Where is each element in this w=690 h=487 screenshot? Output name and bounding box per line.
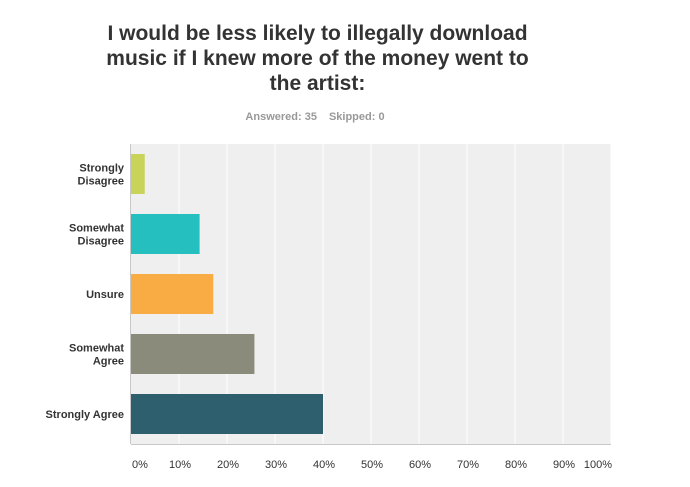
chart-title: I would be less likely to illegally down… — [106, 22, 529, 95]
category-label: Somewhat — [69, 223, 124, 235]
x-tick-label: 30% — [265, 459, 287, 471]
x-tick-label: 60% — [409, 459, 431, 471]
answered-count: Answered: 35 — [245, 111, 317, 123]
category-label: Strongly — [79, 163, 124, 175]
category-label: Disagree — [78, 236, 124, 248]
x-tick-label: 100% — [584, 459, 612, 471]
bar — [131, 274, 214, 314]
category-label: Strongly Agree — [46, 409, 124, 421]
x-tick-label: 70% — [457, 459, 479, 471]
category-label: Somewhat — [69, 343, 124, 355]
x-tick-label: 90% — [553, 459, 575, 471]
bar — [131, 214, 200, 254]
category-label: Unsure — [86, 289, 124, 301]
x-tick-label: 0% — [132, 459, 148, 471]
x-tick-label: 10% — [169, 459, 191, 471]
bar — [131, 154, 145, 194]
skipped-count: Skipped: 0 — [328, 111, 385, 123]
x-tick-label: 40% — [313, 459, 335, 471]
response-stats: Answered: 35 Skipped: 0 — [180, 111, 450, 123]
bar — [131, 334, 255, 374]
bar — [131, 394, 323, 434]
category-label: Disagree — [78, 176, 124, 188]
category-label: Agree — [93, 356, 124, 368]
x-tick-label: 20% — [217, 459, 239, 471]
x-tick-label: 50% — [361, 459, 383, 471]
x-tick-label: 80% — [505, 459, 527, 471]
